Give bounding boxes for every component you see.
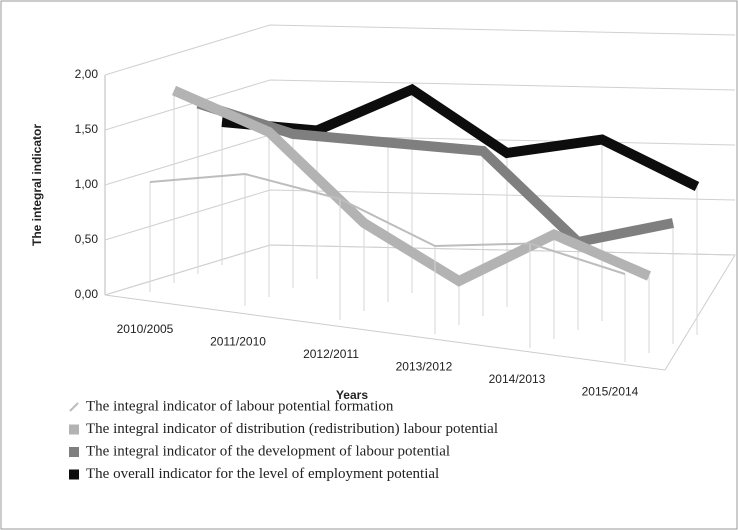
grid-line bbox=[104, 24, 736, 76]
grid-line bbox=[104, 189, 736, 241]
legend-label: The integral indicator of distribution (… bbox=[86, 421, 498, 437]
legend-marker bbox=[69, 402, 79, 412]
y-tick-label: 1,50 bbox=[75, 122, 99, 136]
series-line bbox=[221, 83, 700, 191]
x-tick-label: 2015/2014 bbox=[582, 385, 639, 399]
x-tick-label: 2013/2012 bbox=[396, 360, 453, 374]
x-tick-label: 2011/2010 bbox=[210, 335, 266, 349]
series-line bbox=[196, 98, 674, 248]
legend-label: The integral indicator of labour potenti… bbox=[86, 398, 394, 414]
legend-marker bbox=[69, 447, 79, 457]
x-tick-label: 2012/2011 bbox=[303, 347, 359, 361]
legend-marker bbox=[69, 424, 79, 435]
y-tick-label: 0,50 bbox=[75, 232, 99, 246]
y-axis-title: The integral indicator bbox=[30, 124, 44, 246]
legend-label: The overall indicator for the level of e… bbox=[86, 466, 439, 482]
x-tick-label: 2010/2005 bbox=[117, 322, 174, 336]
y-tick-label: 2,00 bbox=[75, 67, 99, 81]
legend-label: The integral indicator of the developmen… bbox=[86, 443, 450, 459]
series-line bbox=[171, 85, 652, 287]
series-line bbox=[149, 172, 626, 275]
grid-line bbox=[104, 79, 736, 131]
y-tick-label: 1,00 bbox=[75, 177, 99, 191]
x-axis-title: Years bbox=[336, 388, 368, 402]
legend-marker bbox=[69, 469, 79, 480]
x-tick-label: 2014/2013 bbox=[489, 372, 546, 386]
y-tick-label: 0,00 bbox=[75, 287, 99, 301]
grid-line bbox=[104, 244, 736, 296]
